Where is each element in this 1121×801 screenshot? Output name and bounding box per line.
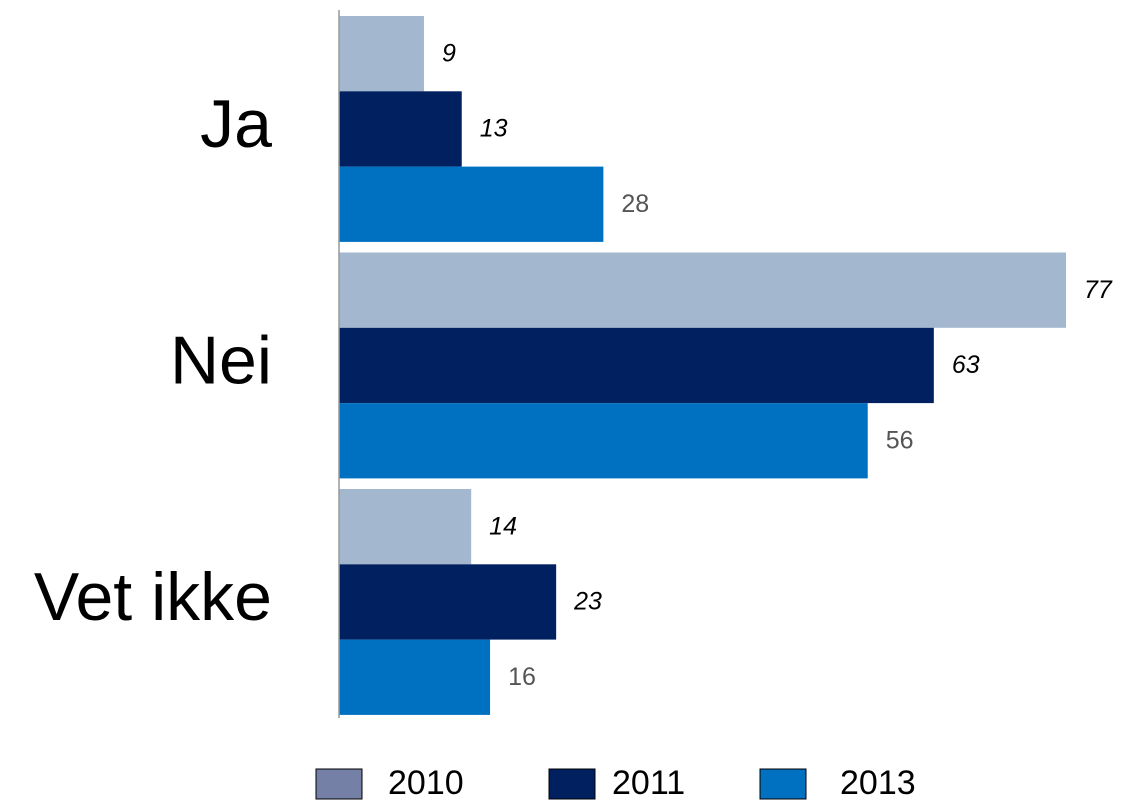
legend-swatch — [315, 768, 363, 800]
value-label: 63 — [952, 351, 980, 379]
value-label: 28 — [621, 190, 649, 218]
legend-label: 2010 — [388, 764, 464, 801]
bar — [339, 489, 472, 565]
value-label: 16 — [508, 663, 536, 691]
bar — [339, 403, 868, 479]
bar — [339, 16, 424, 92]
value-label: 14 — [489, 512, 517, 540]
bar — [339, 327, 934, 404]
bar — [339, 564, 557, 640]
legend-label: 2013 — [840, 764, 916, 801]
value-label: 56 — [886, 426, 914, 454]
value-label: 23 — [573, 588, 602, 616]
value-label: 9 — [442, 39, 456, 67]
category-label: Vet ikke — [34, 559, 272, 635]
legend-swatch — [548, 768, 596, 800]
value-label: 13 — [480, 115, 508, 143]
category-label: Nei — [170, 322, 272, 398]
legend-swatch — [759, 768, 807, 800]
bar — [339, 252, 1066, 328]
bar — [339, 91, 462, 167]
value-label: 77 — [1084, 276, 1113, 304]
category-label: Ja — [200, 86, 272, 162]
bar — [339, 639, 491, 715]
bar — [339, 166, 604, 242]
legend-label: 2011 — [612, 764, 685, 801]
